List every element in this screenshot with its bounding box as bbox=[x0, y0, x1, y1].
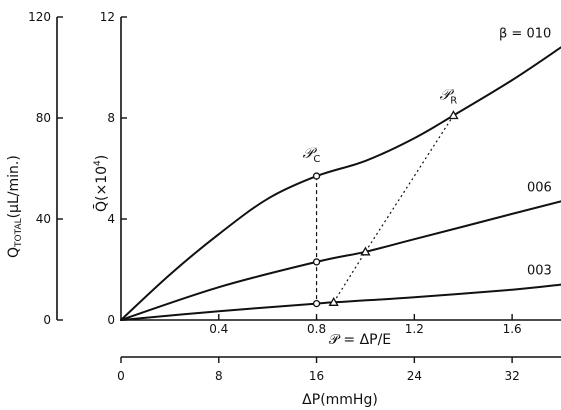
y-axis-tick-label: 12 bbox=[100, 10, 115, 24]
bottom-axis-tick-label: 32 bbox=[504, 369, 519, 383]
left-axis-title: QTOTAL(μL/min.) bbox=[6, 155, 24, 258]
series-label-1: 006 bbox=[527, 180, 552, 195]
data-marker-1 bbox=[312, 299, 321, 308]
series-lines bbox=[120, 46, 561, 321]
x-axis-tick-label: 1.2 bbox=[405, 322, 424, 336]
left-axis-tick-label: 120 bbox=[28, 10, 51, 24]
bottom-axis-tick-label: 0 bbox=[117, 369, 125, 383]
data-marker-3 bbox=[328, 297, 339, 306]
data-marker-0 bbox=[312, 258, 321, 266]
point-markers bbox=[312, 110, 459, 308]
bottom-axis-tick-label: 16 bbox=[309, 369, 324, 383]
series-labels: β = 010 006 003 𝒫C 𝒫R bbox=[303, 26, 552, 278]
x-axis-title: 𝒫 = ΔP/E bbox=[329, 332, 391, 348]
key-point-label-1: 𝒫R bbox=[439, 85, 457, 106]
left-axis-tick-label: 40 bbox=[36, 212, 51, 226]
tick-labels: 0 40 80 120 0 4 8 12 0.4 0.8 1.2 1.6 0 8 16 24 32 bbox=[28, 10, 522, 383]
key-point-marker-0 bbox=[312, 172, 321, 180]
left-axis-tick-label: 0 bbox=[43, 313, 51, 327]
series-line-2 bbox=[120, 283, 561, 321]
x-axis-tick-label: 1.6 bbox=[503, 322, 522, 336]
y-axis-tick-label: 0 bbox=[107, 313, 115, 327]
bottom-axis-title: ΔP(mmHg) bbox=[302, 392, 378, 408]
key-point-marker-1 bbox=[448, 110, 459, 120]
y-axis-tick-label: 4 bbox=[107, 212, 115, 226]
left-axis-tick-label: 80 bbox=[36, 111, 51, 125]
reference-pressure-line bbox=[333, 115, 454, 303]
series-label-2: 003 bbox=[527, 264, 552, 279]
y-axis-title: Q̄(×104) bbox=[92, 155, 110, 212]
data-marker-2 bbox=[360, 246, 371, 256]
bottom-axis-tick-label: 24 bbox=[407, 369, 422, 383]
bottom-axis-tick-label: 8 bbox=[215, 369, 223, 383]
y-axis-tick-label: 8 bbox=[107, 111, 115, 125]
series-label-0: β = 010 bbox=[499, 26, 551, 41]
x-axis-tick-label: 0.4 bbox=[209, 322, 228, 336]
key-point-label-0: 𝒫C bbox=[303, 144, 321, 165]
tick-marks bbox=[57, 16, 513, 363]
annotation-lines bbox=[315, 115, 454, 304]
x-axis-tick-label: 0.8 bbox=[307, 322, 326, 336]
series-line-0 bbox=[120, 46, 561, 321]
